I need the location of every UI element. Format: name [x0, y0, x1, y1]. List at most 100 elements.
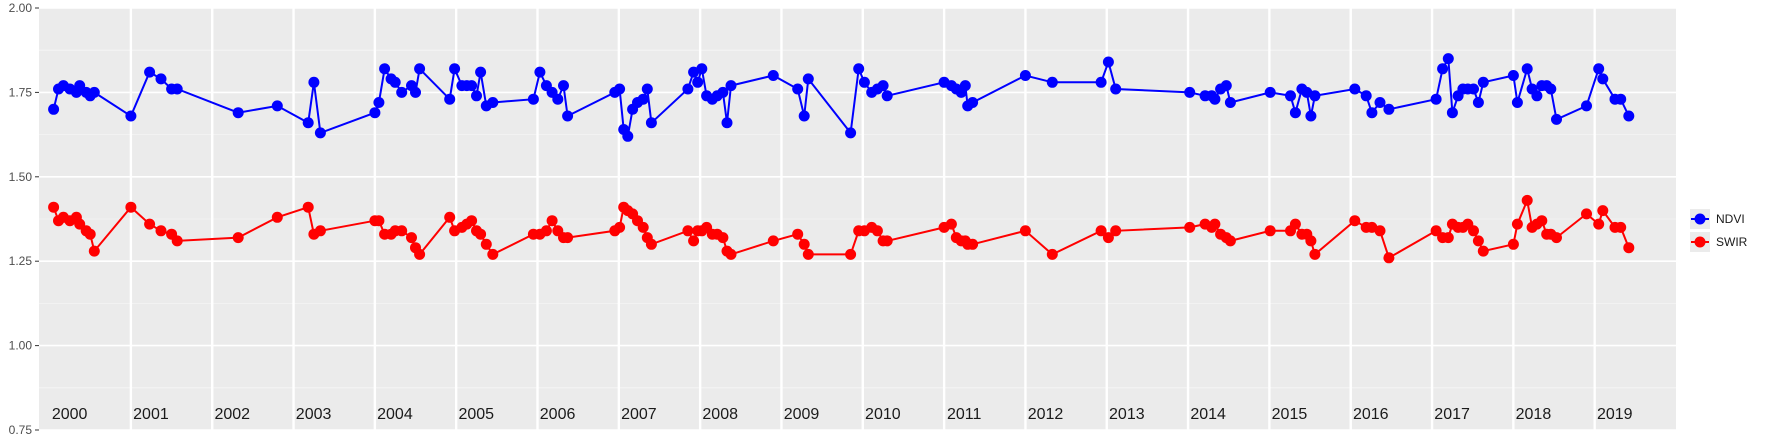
swir-point [396, 225, 408, 237]
ndvi-point [721, 117, 733, 129]
ndvi-point [475, 66, 487, 78]
swir-point [414, 248, 426, 260]
ndvi-point [1507, 70, 1519, 81]
ndvi-point [487, 97, 499, 108]
ndvi-point [1477, 76, 1489, 88]
ndvi-point [1285, 90, 1296, 102]
swir-point [302, 201, 314, 213]
year-label: 2012 [1028, 406, 1064, 423]
ndvi-point [1289, 107, 1301, 119]
swir-point [637, 221, 649, 233]
ndvi-point [1551, 113, 1562, 125]
legend-key-point-swir [1694, 236, 1706, 248]
ndvi-point [232, 107, 244, 119]
ndvi-point [1383, 103, 1395, 115]
ndvi-point [858, 76, 870, 88]
year-label: 2014 [1190, 406, 1226, 423]
swir-point [1046, 248, 1058, 260]
swir-point [88, 245, 100, 257]
ndvi-point [1019, 70, 1031, 81]
swir-point [1102, 232, 1114, 244]
legend-label-ndvi: NDVI [1716, 212, 1745, 226]
ndvi-point [379, 63, 391, 75]
swir-point [967, 238, 979, 250]
swir-point [1623, 242, 1635, 254]
year-label: 2009 [784, 406, 820, 423]
swir-point [1468, 225, 1479, 237]
swir-point [1597, 205, 1609, 217]
ndvi-point [802, 73, 814, 85]
swir-point [645, 238, 657, 250]
ndvi-point [1623, 110, 1635, 122]
year-label: 2004 [377, 406, 413, 423]
ndvi-point [308, 76, 320, 88]
ndvi-point [414, 63, 426, 75]
ndvi-point [1430, 93, 1442, 105]
swir-point [1224, 235, 1236, 247]
swir-point [1305, 235, 1317, 247]
ndvi-point [155, 73, 167, 85]
swir-point [1349, 215, 1361, 227]
ndvi-point [88, 86, 100, 98]
swir-point [845, 248, 857, 260]
ndvi-point [692, 76, 704, 88]
swir-point [1374, 225, 1386, 237]
swir-point [798, 238, 810, 250]
swir-point [125, 201, 137, 213]
ndvi-point [645, 117, 657, 129]
y-tick-label: 1.50 [9, 170, 33, 184]
swir-point [1019, 225, 1031, 237]
ndvi-point [527, 93, 539, 105]
swir-point [1472, 235, 1484, 247]
swir-point [802, 248, 814, 260]
ndvi-point [1511, 97, 1523, 108]
ndvi-point [466, 80, 478, 92]
swir-point [1593, 218, 1605, 230]
year-label: 2001 [133, 406, 169, 423]
ndvi-point [614, 83, 626, 95]
ndvi-point [1366, 107, 1378, 119]
swir-point [1521, 194, 1533, 206]
ndvi-point [1209, 93, 1221, 105]
legend-key-point-ndvi [1694, 213, 1706, 225]
ndvi-point [622, 130, 634, 142]
ndvi-point [1349, 83, 1361, 95]
swir-point [444, 211, 456, 223]
ndvi-point [1102, 56, 1114, 68]
swir-point [155, 225, 167, 237]
ndvi-point [641, 83, 653, 95]
ndvi-point [682, 83, 694, 95]
ndvi-point [967, 97, 979, 108]
ndvi-point [637, 93, 649, 105]
swir-point [871, 225, 883, 237]
ndvi-line [52, 55, 1630, 140]
swir-point [1615, 221, 1627, 233]
swir-point [1383, 252, 1395, 264]
ndvi-point [373, 97, 385, 108]
y-tick-label: 1.25 [9, 254, 33, 268]
ndvi-point [534, 66, 546, 78]
ndvi-point [1597, 73, 1609, 85]
ndvi-point [1184, 86, 1196, 98]
swir-point [487, 248, 499, 260]
year-label: 2006 [540, 406, 576, 423]
legend: NDVI SWIR [1686, 205, 1766, 255]
year-label: 2008 [702, 406, 738, 423]
year-labels: 2000 2001 2002 2003 2004 2005 2006 2007 2008 2009… [52, 406, 1633, 423]
year-label: 2017 [1434, 406, 1470, 423]
swir-point [1581, 208, 1592, 220]
ndvi-point [125, 110, 137, 122]
swir-point [1511, 218, 1523, 230]
ndvi-point [74, 80, 86, 92]
year-label: 2010 [865, 406, 901, 423]
legend-label-swir: SWIR [1716, 235, 1748, 249]
swir-point [1551, 232, 1562, 244]
ndvi-point [558, 80, 569, 92]
ndvi-point [767, 70, 779, 81]
swir-point [540, 225, 552, 237]
swir-point [1442, 232, 1454, 244]
ndvi-point [1531, 90, 1543, 102]
swir-point [144, 218, 156, 230]
swir-point [271, 211, 283, 223]
